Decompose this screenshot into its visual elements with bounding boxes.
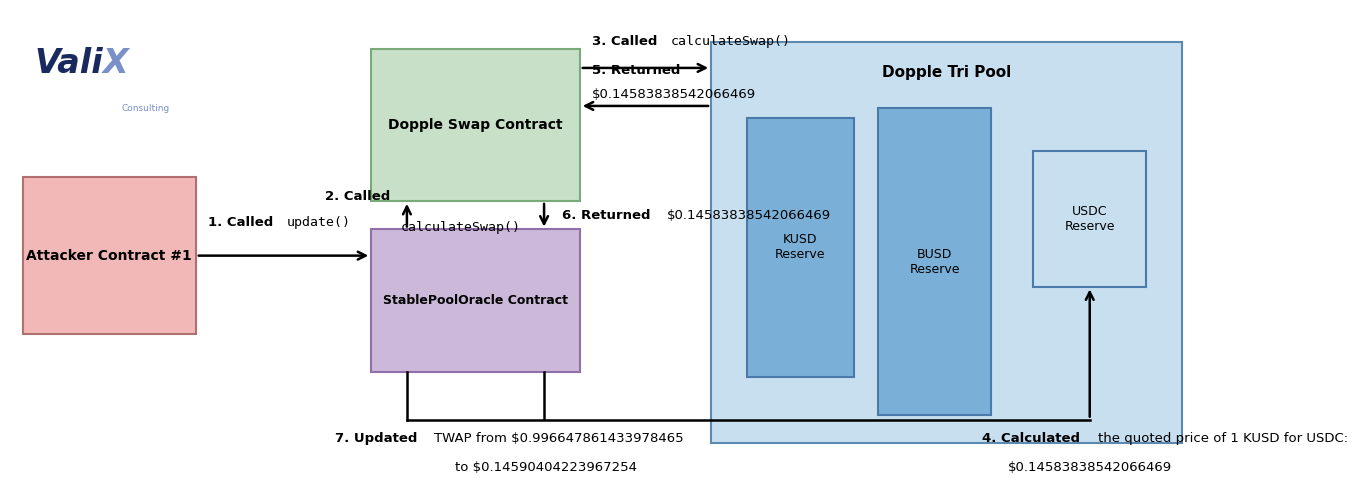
Text: calculateSwap(): calculateSwap() xyxy=(671,35,791,48)
Text: $0.14583838542066469: $0.14583838542066469 xyxy=(592,87,755,100)
FancyBboxPatch shape xyxy=(372,229,580,372)
Text: the quoted price of 1 KUSD for USDC:: the quoted price of 1 KUSD for USDC: xyxy=(1098,432,1349,445)
Text: to $0.14590404223967254: to $0.14590404223967254 xyxy=(455,461,637,474)
Text: BUSD
Reserve: BUSD Reserve xyxy=(909,248,960,276)
Text: 2. Called: 2. Called xyxy=(325,190,395,203)
FancyBboxPatch shape xyxy=(710,42,1183,444)
Text: KUSD
Reserve: KUSD Reserve xyxy=(776,233,826,261)
Text: 7. Updated: 7. Updated xyxy=(335,432,422,445)
Text: Dopple Tri Pool: Dopple Tri Pool xyxy=(882,65,1011,80)
Text: USDC
Reserve: USDC Reserve xyxy=(1064,205,1115,233)
Text: Vali: Vali xyxy=(35,47,103,80)
Text: 6. Returned: 6. Returned xyxy=(562,209,655,222)
FancyBboxPatch shape xyxy=(878,109,991,415)
Text: 1. Called: 1. Called xyxy=(208,216,278,229)
Text: calculateSwap(): calculateSwap() xyxy=(401,221,521,234)
FancyBboxPatch shape xyxy=(23,177,196,334)
Text: StablePoolOracle Contract: StablePoolOracle Contract xyxy=(382,294,568,307)
Text: Dopple Swap Contract: Dopple Swap Contract xyxy=(388,118,563,132)
Text: X: X xyxy=(103,47,128,80)
Text: 4. Calculated: 4. Calculated xyxy=(983,432,1085,445)
Text: TWAP from $0.996647861433978465: TWAP from $0.996647861433978465 xyxy=(434,432,683,445)
Text: Attacker Contract #1: Attacker Contract #1 xyxy=(26,249,192,262)
Text: update(): update() xyxy=(287,216,351,229)
FancyBboxPatch shape xyxy=(372,49,580,201)
Text: 5. Returned: 5. Returned xyxy=(592,64,680,77)
Text: $0.14583838542066469: $0.14583838542066469 xyxy=(1007,461,1172,474)
FancyBboxPatch shape xyxy=(1033,151,1146,286)
Text: $0.14583838542066469: $0.14583838542066469 xyxy=(667,209,832,222)
FancyBboxPatch shape xyxy=(747,118,855,377)
Text: Consulting: Consulting xyxy=(122,104,170,113)
Text: 3. Called: 3. Called xyxy=(592,35,661,48)
